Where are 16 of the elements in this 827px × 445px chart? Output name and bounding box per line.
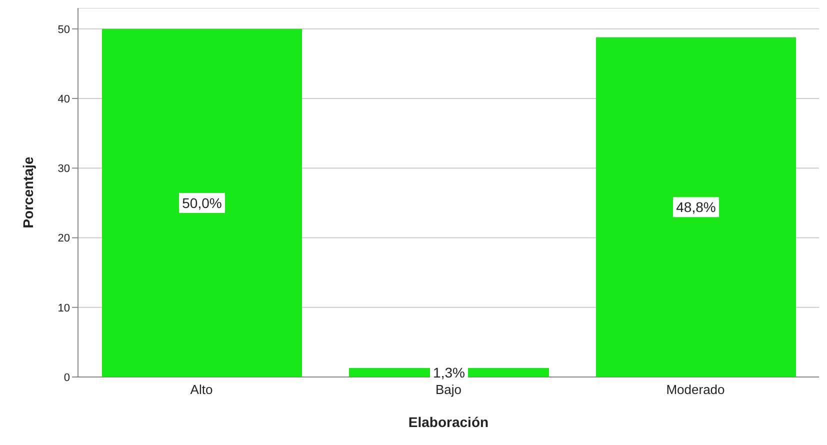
y-tick-label: 20 (58, 232, 70, 245)
y-tick-label: 50 (58, 24, 70, 36)
x-tick-label: Moderado (666, 382, 725, 398)
data-label: 1,3% (433, 364, 465, 380)
data-label: 48,8% (676, 199, 716, 216)
x-tick-label: Bajo (435, 382, 462, 398)
y-tick-label: 10 (58, 302, 70, 314)
y-tick-label: 30 (58, 163, 70, 176)
y-tick-label: 0 (64, 372, 70, 384)
y-axis-title: Porcentaje (20, 156, 36, 228)
x-axis-title: Elaboración (408, 414, 489, 430)
y-tick-label: 40 (58, 93, 70, 106)
data-label: 50,0% (182, 194, 222, 211)
x-tick-label: Alto (190, 382, 213, 398)
bar (596, 37, 796, 377)
bar (102, 28, 302, 377)
